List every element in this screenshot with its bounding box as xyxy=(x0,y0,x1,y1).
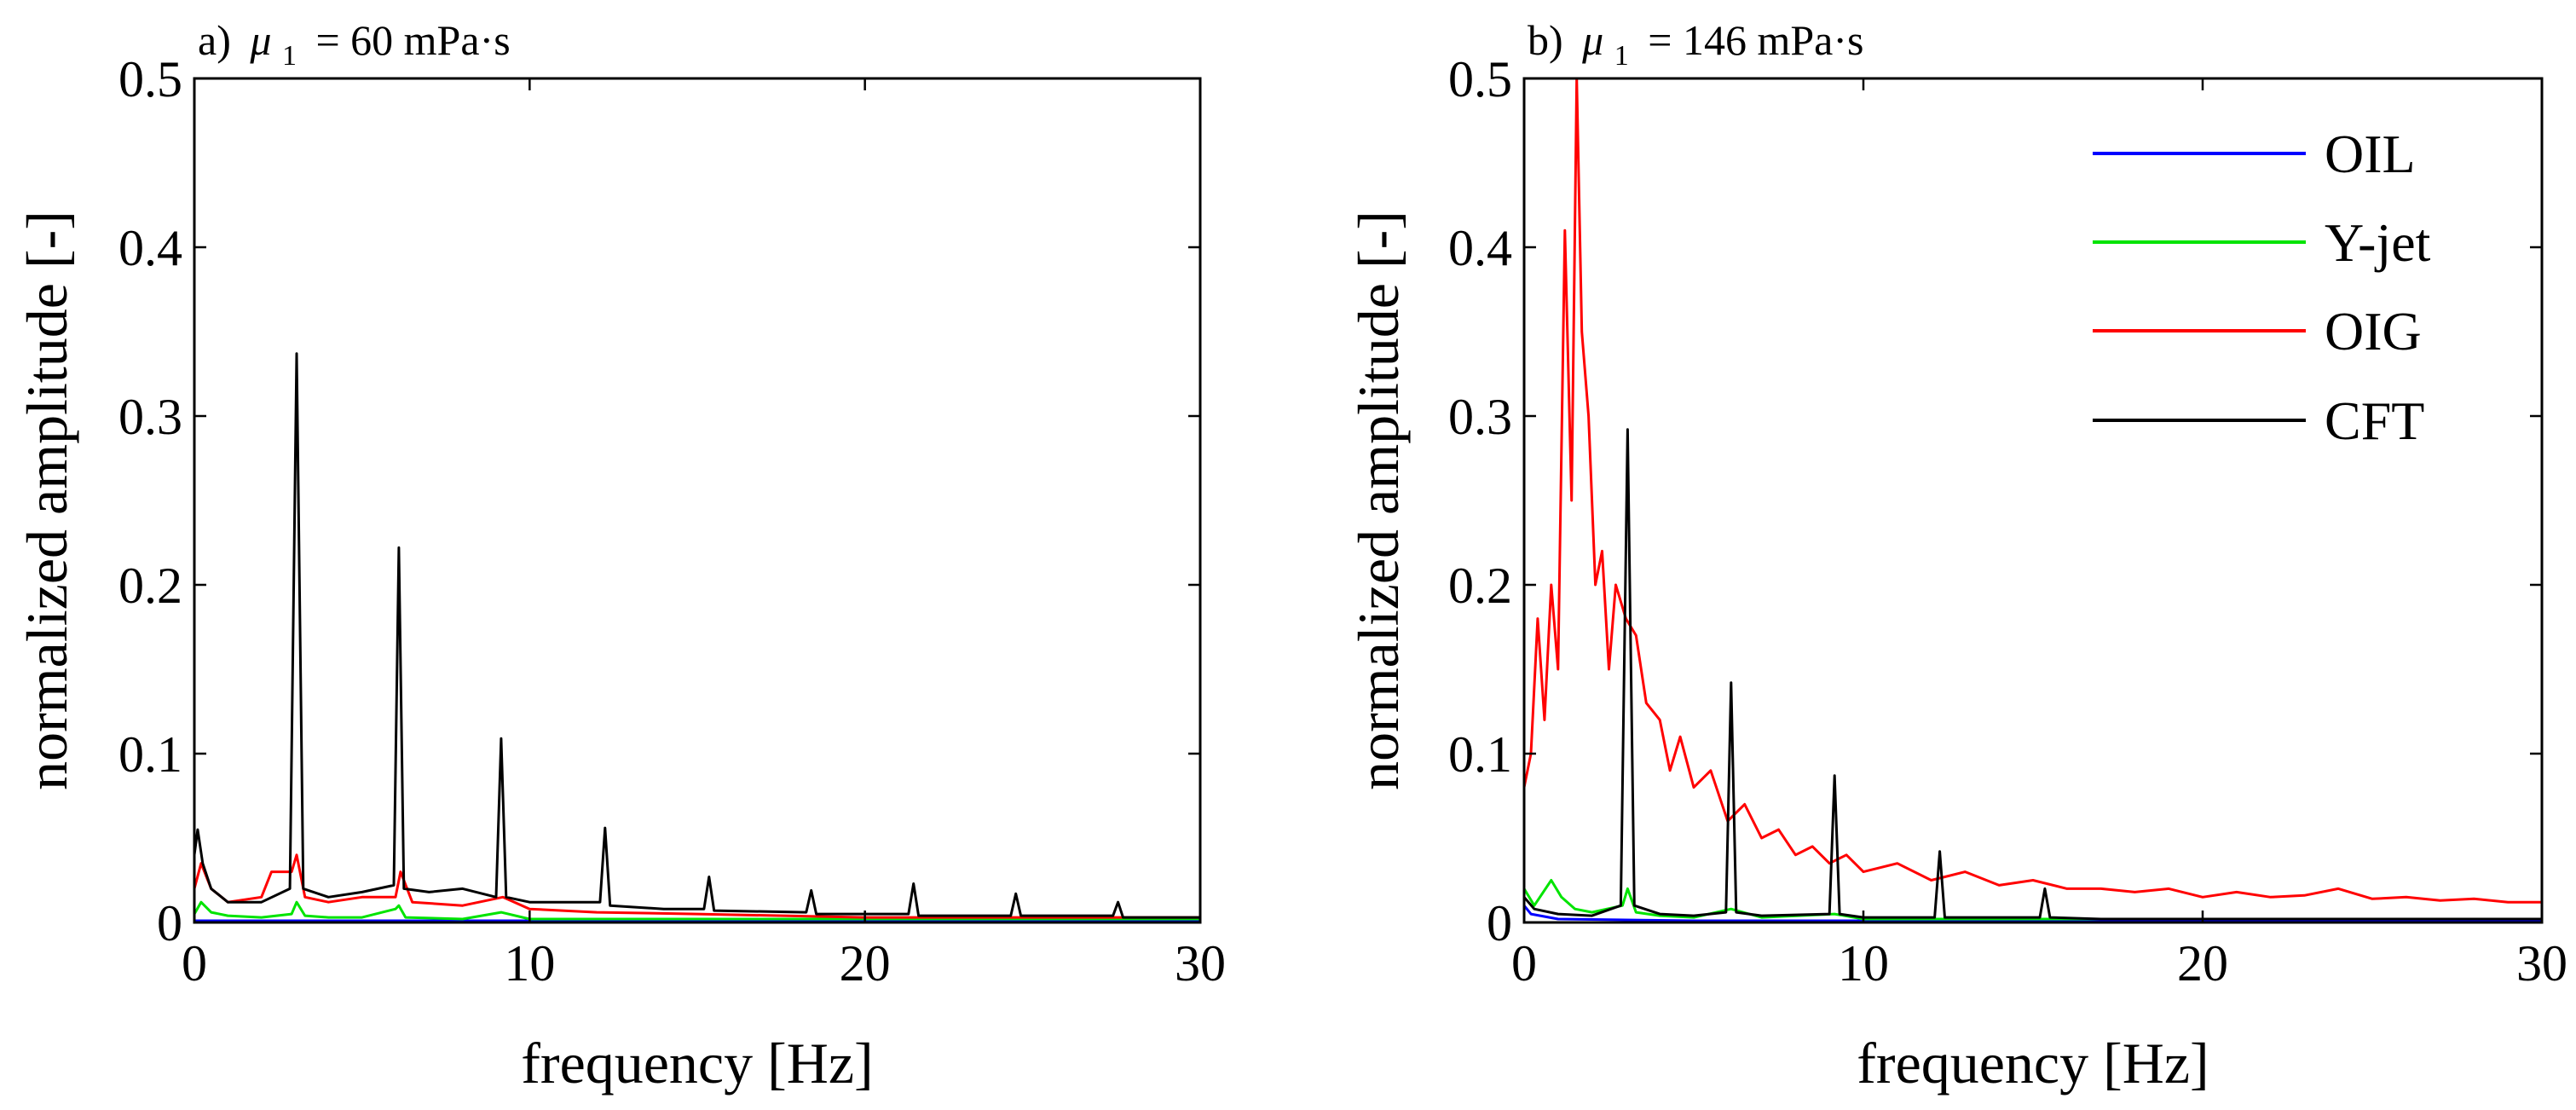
panel-b-series-oig xyxy=(1522,77,2542,904)
legend-entry-cft: CFT xyxy=(2093,390,2424,451)
panel-a-y-tick-label-0: 0 xyxy=(157,895,182,951)
panel-b-y-tick-label-1: 0.1 xyxy=(1448,726,1512,783)
panel-b-title: b) μ 1 = 146 mPa·s xyxy=(1528,16,1863,74)
panel-a-y-tick-label-3: 0.3 xyxy=(118,389,182,445)
legend-label-cft: CFT xyxy=(2325,390,2424,451)
panel-a-x-tick-label-0: 0 xyxy=(182,935,207,991)
panel-a-y-tick-label-5: 0.5 xyxy=(118,51,182,107)
panel-b-y-tick-label-5: 0.5 xyxy=(1448,51,1512,107)
panel-b-y-tick-label-4: 0.4 xyxy=(1448,220,1512,276)
legend: OIL Y-jet OIG CFT xyxy=(2093,124,2431,451)
panel-b-x-axis-label: frequency [Hz] xyxy=(1857,1031,2209,1096)
panel-a-series xyxy=(193,352,1200,922)
panel-a-y-tick-label-4: 0.4 xyxy=(118,220,182,276)
panel-a-x-tick-label-2: 20 xyxy=(840,935,891,991)
legend-entry-oig: OIG xyxy=(2093,301,2422,361)
panel-b-series-y-jet xyxy=(1522,879,2542,921)
legend-label-oig: OIG xyxy=(2325,301,2422,361)
panel-b-y-tick-label-3: 0.3 xyxy=(1448,389,1512,445)
panel-b-x-tick-label-2: 20 xyxy=(2177,935,2228,991)
panel-b-series xyxy=(1522,77,2542,922)
legend-entry-oil: OIL xyxy=(2093,124,2416,184)
panel-a-y-tick-label-2: 0.2 xyxy=(118,558,182,614)
panel-b-x-tick-label-3: 30 xyxy=(2516,935,2567,991)
panel-b-series-cft xyxy=(1522,428,2542,921)
panel-b-y-tick-label-0: 0 xyxy=(1487,895,1512,951)
panel-a-series-y-jet xyxy=(193,900,1200,921)
panel-a-y-tick-label-1: 0.1 xyxy=(118,726,182,783)
panel-a-x-tick-label-1: 10 xyxy=(504,935,555,991)
legend-entry-y-jet: Y-jet xyxy=(2093,212,2431,273)
panel-a-ticks: 0 10 20 30 0 0.1 0.2 0.3 0.4 0.5 xyxy=(118,51,1226,991)
panel-a-x-tick-label-3: 30 xyxy=(1175,935,1226,991)
panel-b-x-tick-label-1: 10 xyxy=(1838,935,1889,991)
panel-b-x-tick-label-0: 0 xyxy=(1511,935,1537,991)
panel-a-x-axis-label: frequency [Hz] xyxy=(521,1031,873,1096)
panel-b-y-tick-label-2: 0.2 xyxy=(1448,558,1512,614)
panel-b-axes-box xyxy=(1522,77,2544,924)
panel-a-axes-box xyxy=(193,77,1202,924)
panel-a-title: a) μ 1 = 60 mPa·s xyxy=(198,16,511,74)
panel-b-ticks: 0 10 20 30 0 0.1 0.2 0.3 0.4 0.5 xyxy=(1448,51,2567,991)
panel-b-y-axis-label: normalized amplitude [-] xyxy=(1346,211,1411,790)
panel-a-series-cft xyxy=(193,352,1200,919)
panel-b-chart: b) μ 1 = 146 mPa·s 0 10 20 3000.10.20.30.40… xyxy=(1346,16,2567,1096)
legend-label-y-jet: Y-jet xyxy=(2325,212,2431,273)
panel-a-series-oig xyxy=(193,853,1200,919)
panel-a-chart: a) μ 1 = 60 mPa·s 0 10 20 30 0 0.1 0.2 0.3 0.4 0.… xyxy=(14,16,1226,1096)
legend-label-oil: OIL xyxy=(2325,124,2416,184)
panel-a-y-axis-label: normalized amplitude [-] xyxy=(14,211,79,790)
